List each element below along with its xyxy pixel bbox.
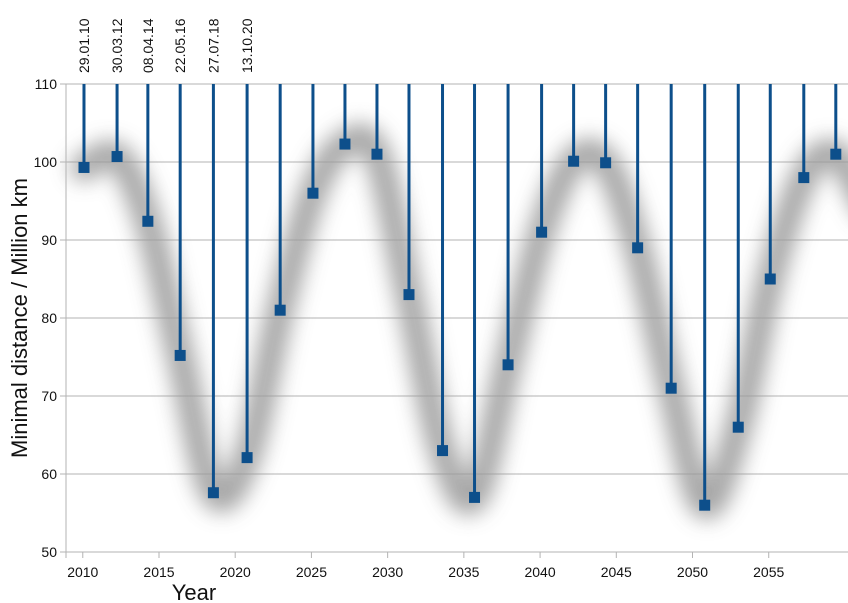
data-point [78,161,90,173]
date-label: 22.05.16 [172,18,188,73]
x-tick-label: 2025 [296,564,327,580]
y-tick-label: 90 [41,232,57,248]
date-label: 13.10.20 [239,18,255,73]
date-label: 27.07.18 [205,18,221,73]
y-tick-label: 50 [41,544,57,560]
date-label: 08.04.14 [140,18,156,73]
data-point [339,138,351,150]
data-point [665,382,677,394]
data-point [830,148,842,160]
data-point [274,304,286,316]
x-tick-label: 2015 [143,564,174,580]
x-tick-label: 2030 [372,564,403,580]
x-tick-label: 2040 [524,564,555,580]
data-point [502,359,514,371]
data-point [142,215,154,227]
data-point [403,289,415,301]
data-point [241,452,253,464]
y-tick-label: 110 [35,76,58,92]
date-label: 30.03.12 [109,18,125,73]
x-tick-label: 2035 [448,564,479,580]
x-tick-label: 2050 [677,564,708,580]
data-point [174,349,186,361]
x-tick-label: 2010 [67,564,98,580]
x-tick-label: 2055 [753,564,784,580]
data-point [798,172,810,184]
data-stems [82,84,838,506]
data-point [600,157,612,169]
data-point [568,155,580,167]
date-labels: 29.01.10 30.03.12 08.04.14 22.05.16 27.07.18… [76,18,255,73]
y-tick-label: 80 [41,310,57,326]
trend-band [69,123,848,520]
y-tick-label: 100 [34,154,58,170]
y-tick-label: 60 [41,466,57,482]
x-axis-title: Year [172,580,216,603]
data-points [78,138,842,511]
data-point [371,148,383,160]
data-point [632,242,644,254]
data-point [207,487,219,499]
y-axis-title: Minimal distance / Million km [7,178,32,458]
x-tick-label: 2020 [220,564,251,580]
tick-labels: 50 60 70 80 90 100 110 2010 2015 2020 2025 2030 2035… [34,76,785,580]
y-tick-label: 70 [41,388,57,404]
data-point [732,421,744,433]
data-point [469,491,481,503]
axes [60,83,848,558]
data-point [699,499,711,511]
data-point [764,273,776,285]
data-point [437,445,449,457]
data-point [536,226,548,238]
x-tick-label: 2045 [601,564,632,580]
date-label: 29.01.10 [76,18,92,73]
data-point [111,151,123,163]
data-point [307,187,319,199]
